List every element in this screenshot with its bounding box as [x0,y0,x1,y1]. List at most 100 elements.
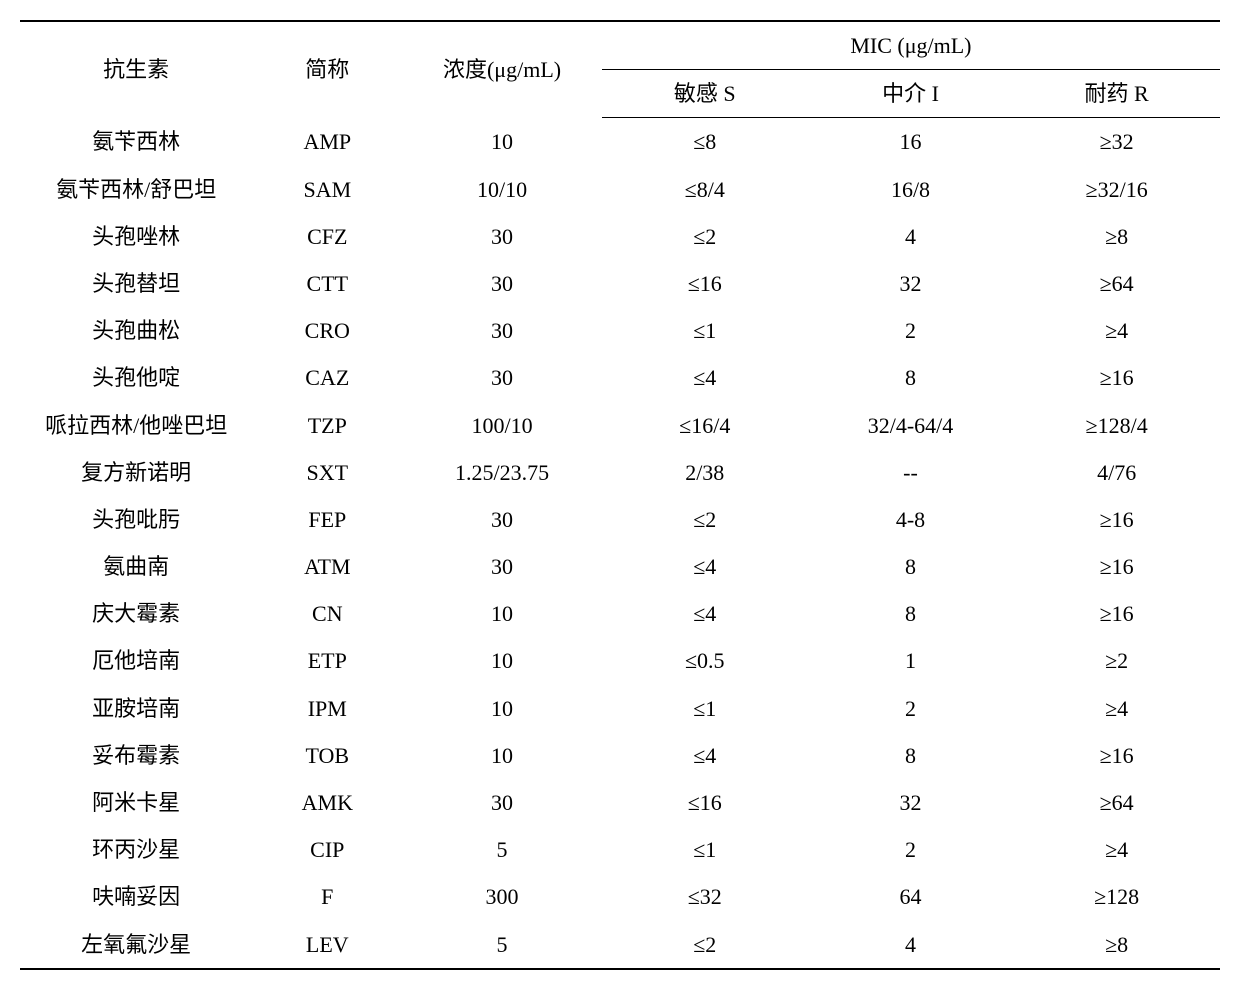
header-intermediate: 中介 I [808,70,1014,118]
cell-antibiotic: 左氧氟沙星 [20,921,252,969]
cell-abbreviation: CN [252,590,402,637]
cell-antibiotic: 哌拉西林/他唑巴坦 [20,402,252,449]
cell-antibiotic: 氨苄西林 [20,118,252,166]
cell-intermediate: 8 [808,543,1014,590]
cell-concentration: 10/10 [402,166,602,213]
table-header: 抗生素 简称 浓度(μg/mL) MIC (μg/mL) 敏感 S 中介 I 耐… [20,21,1220,118]
cell-resistant: ≥16 [1013,543,1220,590]
cell-sensitive: ≤2 [602,921,808,969]
cell-intermediate: 32/4-64/4 [808,402,1014,449]
table-row: 氨苄西林AMP10≤816≥32 [20,118,1220,166]
cell-resistant: ≥16 [1013,590,1220,637]
cell-sensitive: ≤1 [602,826,808,873]
cell-concentration: 30 [402,543,602,590]
header-antibiotic: 抗生素 [20,21,252,118]
cell-intermediate: 2 [808,307,1014,354]
cell-abbreviation: TOB [252,732,402,779]
cell-sensitive: ≤2 [602,496,808,543]
cell-abbreviation: CRO [252,307,402,354]
cell-sensitive: ≤4 [602,354,808,401]
cell-sensitive: ≤16 [602,779,808,826]
cell-resistant: ≥16 [1013,732,1220,779]
cell-intermediate: 2 [808,826,1014,873]
cell-concentration: 10 [402,685,602,732]
cell-antibiotic: 头孢替坦 [20,260,252,307]
cell-abbreviation: CTT [252,260,402,307]
cell-concentration: 5 [402,921,602,969]
cell-antibiotic: 头孢他啶 [20,354,252,401]
table-row: 亚胺培南IPM10≤12≥4 [20,685,1220,732]
cell-antibiotic: 妥布霉素 [20,732,252,779]
cell-intermediate: 2 [808,685,1014,732]
cell-abbreviation: AMP [252,118,402,166]
table-row: 妥布霉素TOB10≤48≥16 [20,732,1220,779]
cell-concentration: 5 [402,826,602,873]
cell-concentration: 30 [402,213,602,260]
cell-sensitive: ≤1 [602,307,808,354]
cell-antibiotic: 头孢唑林 [20,213,252,260]
cell-antibiotic: 头孢曲松 [20,307,252,354]
cell-concentration: 30 [402,354,602,401]
cell-abbreviation: AMK [252,779,402,826]
cell-sensitive: ≤8 [602,118,808,166]
cell-concentration: 10 [402,590,602,637]
table-row: 头孢他啶CAZ30≤48≥16 [20,354,1220,401]
cell-intermediate: 8 [808,732,1014,779]
cell-antibiotic: 庆大霉素 [20,590,252,637]
cell-resistant: ≥64 [1013,260,1220,307]
cell-antibiotic: 呋喃妥因 [20,873,252,920]
table-row: 氨苄西林/舒巴坦SAM10/10≤8/416/8≥32/16 [20,166,1220,213]
cell-concentration: 1.25/23.75 [402,449,602,496]
cell-resistant: ≥32 [1013,118,1220,166]
cell-concentration: 100/10 [402,402,602,449]
table-row: 头孢吡肟FEP30≤24-8≥16 [20,496,1220,543]
cell-abbreviation: ETP [252,637,402,684]
cell-concentration: 30 [402,307,602,354]
cell-intermediate: 8 [808,354,1014,401]
cell-resistant: ≥32/16 [1013,166,1220,213]
cell-intermediate: 16 [808,118,1014,166]
table-row: 庆大霉素CN10≤48≥16 [20,590,1220,637]
cell-concentration: 30 [402,779,602,826]
cell-sensitive: 2/38 [602,449,808,496]
cell-resistant: ≥4 [1013,685,1220,732]
cell-abbreviation: IPM [252,685,402,732]
header-mic-group: MIC (μg/mL) [602,21,1220,70]
antibiotic-mic-table: 抗生素 简称 浓度(μg/mL) MIC (μg/mL) 敏感 S 中介 I 耐… [20,20,1220,970]
cell-sensitive: ≤1 [602,685,808,732]
cell-abbreviation: CFZ [252,213,402,260]
cell-resistant: ≥8 [1013,213,1220,260]
cell-antibiotic: 阿米卡星 [20,779,252,826]
cell-resistant: ≥2 [1013,637,1220,684]
cell-concentration: 30 [402,260,602,307]
cell-sensitive: ≤4 [602,732,808,779]
cell-resistant: ≥128 [1013,873,1220,920]
cell-antibiotic: 氨苄西林/舒巴坦 [20,166,252,213]
cell-antibiotic: 环丙沙星 [20,826,252,873]
cell-sensitive: ≤4 [602,590,808,637]
cell-intermediate: 4 [808,213,1014,260]
cell-resistant: ≥4 [1013,307,1220,354]
cell-abbreviation: CAZ [252,354,402,401]
cell-sensitive: ≤32 [602,873,808,920]
cell-intermediate: 32 [808,779,1014,826]
header-concentration: 浓度(μg/mL) [402,21,602,118]
table-row: 阿米卡星AMK30≤1632≥64 [20,779,1220,826]
cell-sensitive: ≤4 [602,543,808,590]
cell-antibiotic: 厄他培南 [20,637,252,684]
table-body: 氨苄西林AMP10≤816≥32氨苄西林/舒巴坦SAM10/10≤8/416/8… [20,118,1220,969]
cell-antibiotic: 复方新诺明 [20,449,252,496]
cell-concentration: 30 [402,496,602,543]
table-row: 呋喃妥因F300≤3264≥128 [20,873,1220,920]
cell-sensitive: ≤16/4 [602,402,808,449]
cell-intermediate: -- [808,449,1014,496]
cell-resistant: ≥64 [1013,779,1220,826]
cell-abbreviation: SXT [252,449,402,496]
cell-abbreviation: ATM [252,543,402,590]
cell-intermediate: 8 [808,590,1014,637]
cell-concentration: 10 [402,637,602,684]
cell-sensitive: ≤0.5 [602,637,808,684]
table-row: 复方新诺明SXT1.25/23.752/38--4/76 [20,449,1220,496]
header-sensitive: 敏感 S [602,70,808,118]
cell-resistant: ≥4 [1013,826,1220,873]
